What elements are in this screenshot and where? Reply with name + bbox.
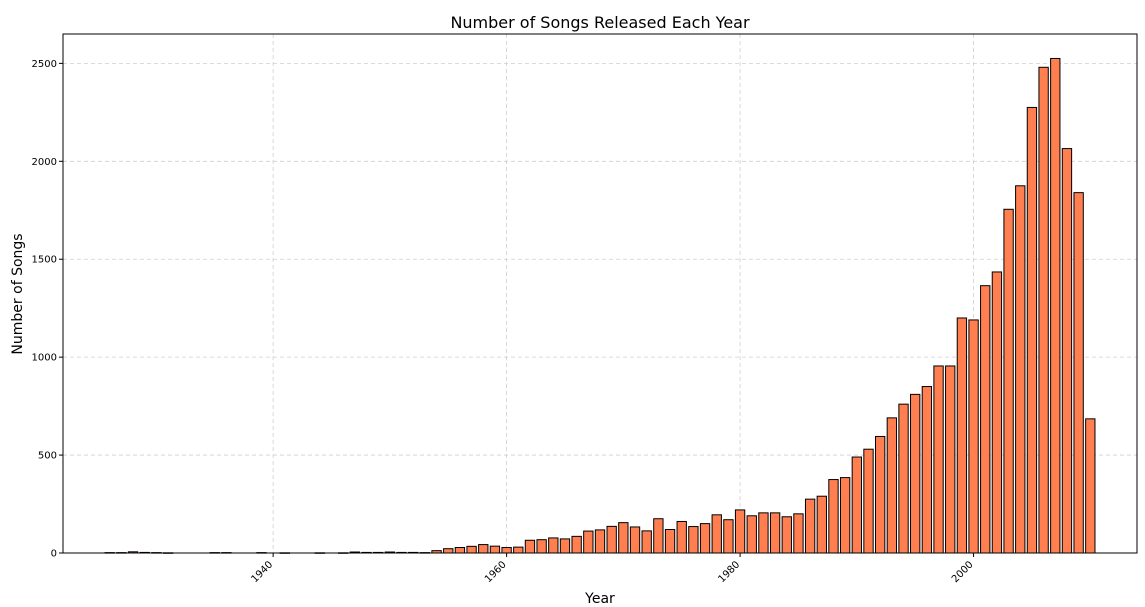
x-tick-label: 2000 [950,559,976,585]
bars [104,57,1096,554]
bar-1977 [699,523,711,554]
bar-1959 [489,545,501,554]
bar-2010 [1085,418,1096,554]
y-tick-label: 2500 [32,59,57,70]
bar-1997 [933,365,944,554]
x-tick-label: 1940 [249,559,275,585]
bar-2004 [1015,185,1026,554]
bar-1981 [746,515,757,554]
bar-2003 [1003,208,1014,554]
bar-2008 [1061,148,1073,554]
y-tick-label: 1000 [32,353,57,364]
bar-1987 [816,495,827,554]
bar-1998 [945,365,956,554]
bar-1976 [688,526,699,554]
bar-2001 [980,285,991,554]
bar-1969 [606,525,617,554]
bar-1985 [793,513,804,554]
x-tick-label: 1980 [716,559,742,585]
bar-1970 [618,522,629,554]
bar-1986 [804,498,816,554]
bar-1964 [548,537,559,554]
bar-2002 [991,271,1003,554]
bar-1996 [921,386,933,554]
plot-frame [62,33,1138,554]
bar-1971 [629,526,641,554]
bar-1982 [758,512,769,554]
bar-1957 [466,545,477,554]
bar-1973 [653,518,664,554]
y-tick-label: 0 [51,549,57,560]
bar-1990 [851,456,862,554]
bar-1960 [501,547,512,554]
bar-1983 [769,512,781,554]
bar-2000 [968,319,979,554]
bar-1963 [536,539,547,554]
bar-1991 [863,448,874,554]
bar-1978 [711,514,722,554]
bar-1994 [898,403,909,554]
bar-1984 [781,516,792,554]
y-tick-label: 1500 [32,255,57,266]
y-tick-label: 2000 [32,157,57,168]
y-tick-label: 500 [38,451,57,462]
bar-1979 [723,519,734,554]
bar-1966 [571,535,582,554]
bar-2006 [1038,66,1049,554]
y-axis-label: Number of Songs [10,233,26,354]
bar-1975 [676,520,687,554]
bar-1974 [664,528,676,554]
x-axis-label: Year [584,591,615,607]
bar-1965 [559,538,571,554]
bar-1992 [875,435,886,554]
bar-1955 [443,548,454,554]
x-tick-label: 1960 [483,559,509,585]
bar-2007 [1050,57,1061,554]
bar-2005 [1026,106,1038,554]
bar-1999 [956,317,968,554]
bar-2009 [1073,192,1084,554]
bar-1989 [839,477,851,554]
bar-1972 [641,530,652,554]
chart-title: Number of Songs Released Each Year [450,13,750,32]
bar-1968 [594,529,606,554]
bar-1967 [583,530,594,554]
bar-1995 [910,393,921,554]
bar-1993 [886,417,898,554]
bar-1962 [524,539,536,554]
bar-1988 [828,479,839,554]
bar-1958 [478,544,489,554]
bar-1956 [454,547,466,554]
bar-1980 [734,509,746,554]
bar-1961 [513,546,524,554]
